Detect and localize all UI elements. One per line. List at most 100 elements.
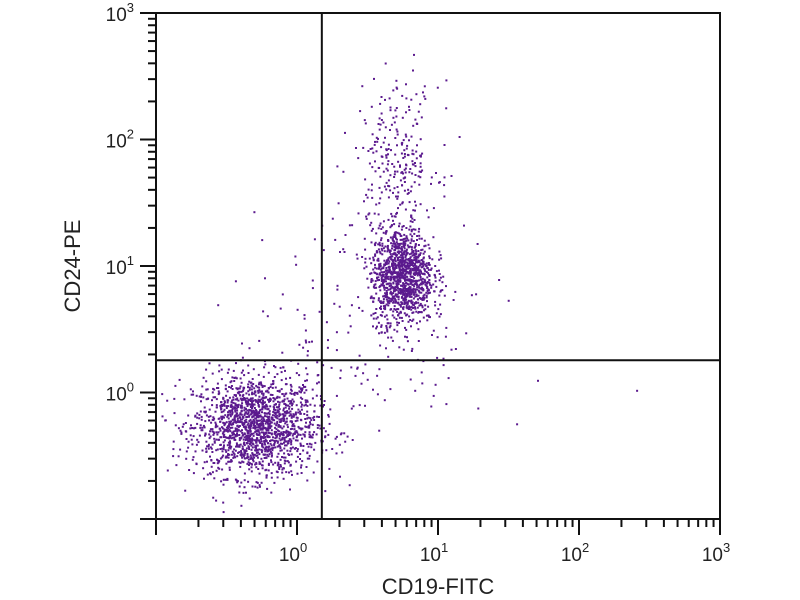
data-point: [258, 448, 261, 451]
data-point: [440, 289, 442, 292]
data-point: [283, 452, 286, 455]
data-point: [394, 272, 397, 274]
data-point: [192, 456, 195, 459]
data-point: [230, 403, 233, 406]
data-point: [237, 451, 240, 454]
data-point: [390, 258, 393, 261]
data-point: [316, 361, 319, 364]
data-point: [254, 463, 257, 466]
data-point: [221, 427, 224, 430]
data-point: [424, 270, 427, 273]
data-point: [268, 436, 271, 439]
data-point: [306, 479, 309, 482]
data-point: [376, 279, 379, 282]
data-point: [270, 429, 273, 432]
data-point: [226, 426, 228, 429]
data-points: [161, 53, 639, 514]
data-point: [256, 423, 259, 425]
data-point: [239, 454, 242, 456]
data-point: [227, 460, 230, 463]
data-point: [258, 462, 261, 465]
data-point: [375, 327, 378, 330]
data-point: [201, 426, 204, 429]
data-point: [395, 267, 398, 269]
data-point: [398, 256, 401, 259]
data-point: [258, 381, 261, 384]
data-point: [385, 326, 388, 329]
data-point: [257, 373, 260, 376]
data-point: [322, 427, 325, 430]
data-point: [278, 405, 280, 408]
data-point: [407, 188, 410, 191]
data-point: [246, 405, 249, 407]
data-point: [235, 445, 237, 448]
data-point: [213, 441, 216, 444]
data-point: [405, 227, 408, 229]
data-point: [417, 301, 420, 304]
data-point: [230, 385, 233, 387]
data-point: [205, 440, 208, 443]
data-point: [209, 455, 211, 458]
data-point: [380, 119, 383, 121]
data-point: [234, 280, 237, 283]
data-point: [406, 244, 409, 247]
data-point: [404, 335, 406, 338]
data-point: [269, 440, 271, 442]
data-point: [387, 275, 389, 278]
data-point: [385, 274, 388, 277]
data-point: [240, 390, 243, 393]
data-point: [294, 413, 297, 416]
data-point: [374, 283, 377, 286]
data-point: [362, 146, 365, 149]
data-point: [279, 439, 282, 442]
data-point: [240, 410, 243, 413]
data-point: [372, 388, 374, 391]
data-point: [205, 398, 208, 401]
data-point: [223, 402, 226, 405]
data-point: [371, 183, 373, 186]
data-point: [301, 437, 303, 440]
data-point: [196, 422, 199, 425]
data-point: [241, 390, 244, 393]
data-point: [275, 411, 278, 414]
data-point: [216, 382, 219, 385]
data-point: [276, 420, 279, 423]
data-point: [422, 297, 425, 299]
data-point: [387, 257, 390, 260]
data-point: [208, 362, 211, 365]
data-point: [278, 444, 281, 447]
data-point: [396, 285, 399, 288]
data-point: [262, 436, 265, 439]
data-point: [240, 405, 243, 408]
data-point: [236, 455, 239, 458]
data-point: [405, 135, 408, 138]
data-point: [402, 348, 405, 351]
data-point: [356, 366, 359, 369]
data-point: [400, 316, 403, 319]
data-point: [304, 385, 307, 388]
data-point: [288, 407, 291, 410]
data-point: [212, 419, 215, 421]
data-point: [261, 403, 264, 406]
data-point: [393, 276, 396, 279]
data-point: [402, 289, 405, 292]
data-point: [235, 413, 238, 416]
data-point: [397, 242, 399, 245]
data-point: [297, 411, 300, 414]
data-point: [394, 153, 397, 156]
data-point: [373, 143, 376, 146]
data-point: [189, 434, 192, 437]
data-point: [387, 196, 390, 199]
data-point: [280, 465, 282, 468]
data-point: [179, 429, 182, 432]
data-point: [206, 388, 209, 391]
data-point: [219, 420, 222, 423]
data-point: [304, 401, 307, 404]
data-point: [273, 408, 275, 411]
data-point: [395, 280, 398, 283]
data-point: [408, 270, 411, 273]
data-point: [203, 461, 206, 464]
data-point: [384, 62, 387, 65]
data-point: [378, 202, 381, 205]
data-point: [379, 265, 382, 267]
